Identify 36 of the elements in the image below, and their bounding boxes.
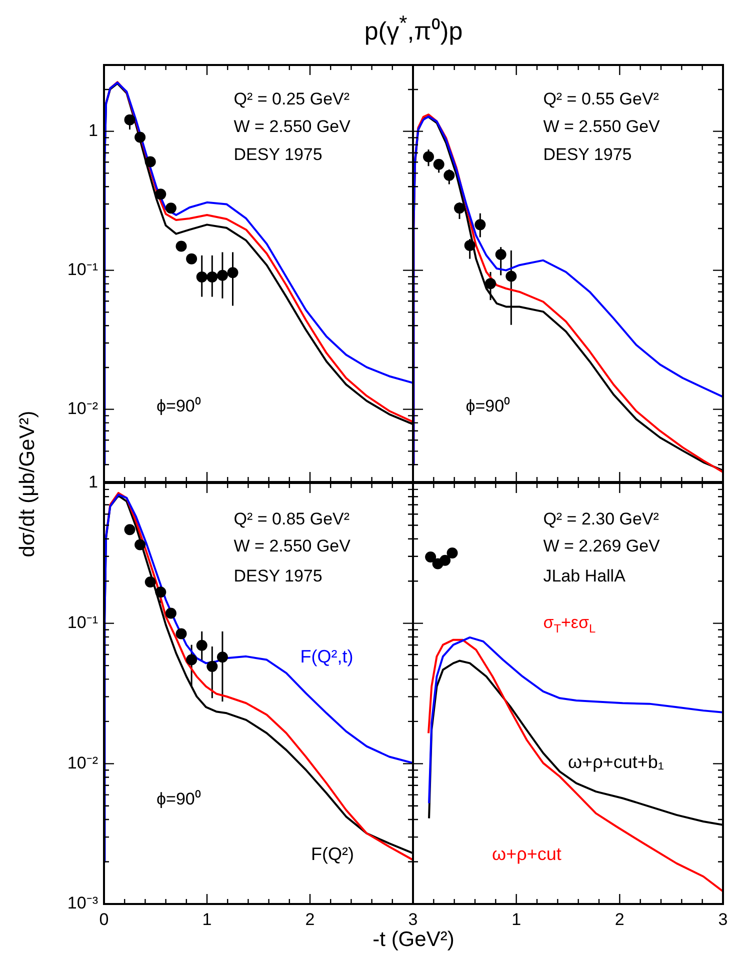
annotation: DESY 1975: [234, 566, 322, 586]
text: ω+ρ+cut: [492, 844, 562, 864]
series-label: ω+ρ+cut+b₁: [568, 752, 664, 772]
annotation: ϕ=90⁰: [156, 790, 201, 809]
annotation: ϕ=90⁰: [156, 396, 201, 416]
annotation: W = 2.550 GeV: [543, 116, 661, 136]
x-axis-title: -t (GeV²): [372, 928, 456, 952]
annotation: W = 2.269 GeV: [543, 536, 661, 556]
y-tick-label: 10⁻²: [67, 399, 98, 418]
x-tick-label: 1: [202, 910, 212, 929]
annotation: Q² = 2.30 GeV²: [543, 510, 660, 529]
annotation: Q² = 0.85 GeV²: [234, 510, 350, 529]
x-tick-label: 2: [305, 910, 315, 929]
annotation: W = 2.550 GeV: [234, 116, 352, 136]
y-axis-title: dσ/dt (μb/GeV²): [16, 410, 40, 558]
y-tick-label: 10⁻³: [67, 894, 98, 913]
annotation: ϕ=90⁰: [466, 396, 510, 416]
series-label: F(Q²): [311, 844, 354, 864]
chart-title: p(γ$^{*}$,π⁰)p: [363, 12, 464, 46]
y-tick-label: 10⁻¹: [67, 613, 98, 632]
y-tick-label: 1: [88, 121, 98, 140]
x-tick-label: 0: [99, 910, 109, 929]
annotation: Q² = 0.55 GeV²: [543, 90, 660, 109]
annotation: DESY 1975: [543, 144, 632, 164]
annotation: DESY 1975: [234, 144, 322, 164]
annotation: JLab HallA: [543, 566, 626, 586]
annotation: W = 2.550 GeV: [234, 536, 352, 556]
y-tick-label: 10⁻¹: [67, 260, 98, 280]
y-tick-label: 1: [88, 472, 98, 492]
x-tick-label: 3: [718, 910, 728, 929]
y-tick-label: 10⁻²: [67, 753, 98, 772]
x-tick-label: 1: [512, 910, 522, 929]
series-label: F(Q²,t): [300, 646, 354, 667]
x-tick-label: 2: [614, 910, 624, 929]
x-tick-label: 3: [408, 910, 418, 929]
annotation: Q² = 0.25 GeV²: [234, 90, 350, 109]
